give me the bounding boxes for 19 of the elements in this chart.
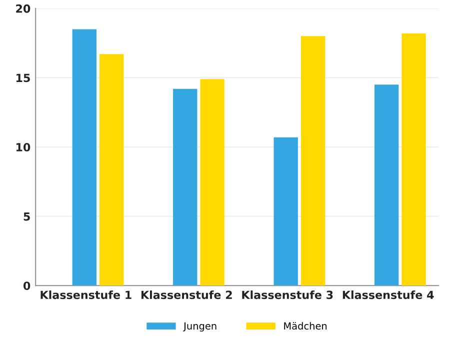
x-tick-label: Klassenstufe 3 [242,290,333,300]
x-tick-label: Klassenstufe 4 [342,290,434,300]
legend-label: Jungen [183,322,216,332]
bar [173,88,198,286]
bar [402,33,426,286]
bar [274,137,298,286]
bar [100,54,124,286]
bar [300,36,326,286]
y-tick-label: 20 [16,4,30,13]
y-tick-label: 15 [16,74,30,82]
y-tick-label: 10 [16,143,30,152]
y-tick-label: 0 [23,282,30,290]
y-tick-label: 5 [24,212,30,221]
legend-label: Mädchen [284,322,327,330]
x-tick-label: Klassenstufe 2 [141,290,232,300]
bar [374,84,399,286]
x-tick-label: Klassenstufe 1 [40,290,132,300]
bar [200,79,224,286]
bar [72,29,96,286]
